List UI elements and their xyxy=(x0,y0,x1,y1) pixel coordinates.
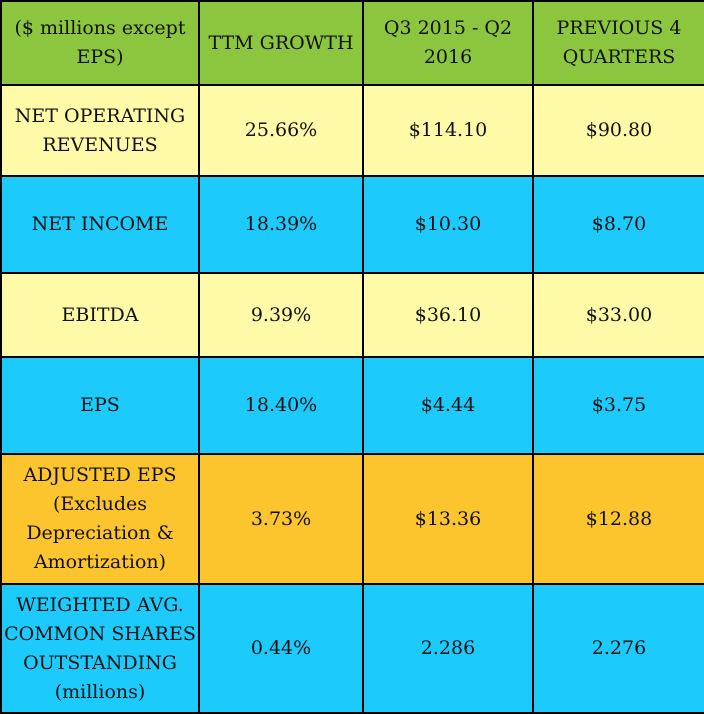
current-period-value: 2.286 xyxy=(362,583,534,714)
ttm-growth-value: 18.39% xyxy=(198,175,364,274)
metric-label: WEIGHTED AVG. COMMON SHARES OUTSTANDING … xyxy=(0,583,200,714)
header-row: ($ millions except EPS) TTM GROWTH Q3 20… xyxy=(0,0,704,86)
metric-label: EBITDA xyxy=(0,272,200,358)
table-row: NET OPERATING REVENUES 25.66% $114.10 $9… xyxy=(0,84,704,177)
header-units: ($ millions except EPS) xyxy=(0,0,200,86)
table-row: WEIGHTED AVG. COMMON SHARES OUTSTANDING … xyxy=(0,583,704,714)
header-current-period: Q3 2015 - Q2 2016 xyxy=(362,0,534,86)
metric-label: NET INCOME xyxy=(0,175,200,274)
current-period-value: $36.10 xyxy=(362,272,534,358)
ttm-growth-value: 0.44% xyxy=(198,583,364,714)
metric-label: ADJUSTED EPS (Excludes Depreciation & Am… xyxy=(0,453,200,585)
ttm-growth-value: 9.39% xyxy=(198,272,364,358)
header-previous-period: PREVIOUS 4 QUARTERS xyxy=(532,0,704,86)
previous-period-value: $90.80 xyxy=(532,84,704,177)
ttm-growth-value: 25.66% xyxy=(198,84,364,177)
current-period-value: $4.44 xyxy=(362,356,534,455)
previous-period-value: $12.88 xyxy=(532,453,704,585)
table-row: ADJUSTED EPS (Excludes Depreciation & Am… xyxy=(0,453,704,585)
table-row: EPS 18.40% $4.44 $3.75 xyxy=(0,356,704,455)
table-row: EBITDA 9.39% $36.10 $33.00 xyxy=(0,272,704,358)
current-period-value: $114.10 xyxy=(362,84,534,177)
previous-period-value: $8.70 xyxy=(532,175,704,274)
metric-label: NET OPERATING REVENUES xyxy=(0,84,200,177)
current-period-value: $13.36 xyxy=(362,453,534,585)
ttm-growth-value: 18.40% xyxy=(198,356,364,455)
metric-label: EPS xyxy=(0,356,200,455)
previous-period-value: $33.00 xyxy=(532,272,704,358)
current-period-value: $10.30 xyxy=(362,175,534,274)
previous-period-value: $3.75 xyxy=(532,356,704,455)
ttm-growth-value: 3.73% xyxy=(198,453,364,585)
table-row: NET INCOME 18.39% $10.30 $8.70 xyxy=(0,175,704,274)
header-ttm-growth: TTM GROWTH xyxy=(198,0,364,86)
previous-period-value: 2.276 xyxy=(532,583,704,714)
